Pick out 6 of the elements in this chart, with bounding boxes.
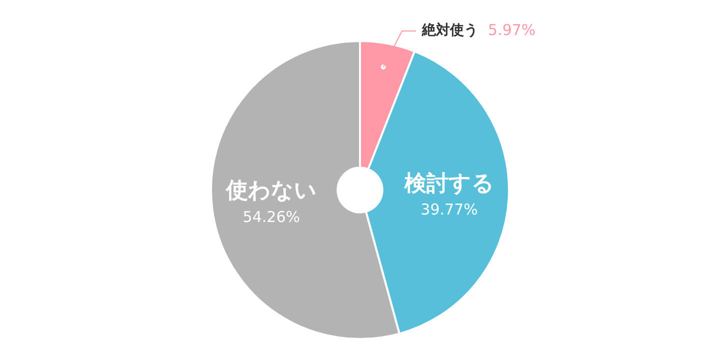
- data-label: 39.77%: [420, 200, 478, 219]
- slice-label: 絶対使う: [421, 22, 478, 39]
- slice-label: 検討する: [403, 172, 494, 197]
- data-label: 5.97%: [488, 20, 536, 39]
- slice-label: 使わない: [224, 178, 317, 204]
- data-label: 54.26%: [242, 208, 300, 226]
